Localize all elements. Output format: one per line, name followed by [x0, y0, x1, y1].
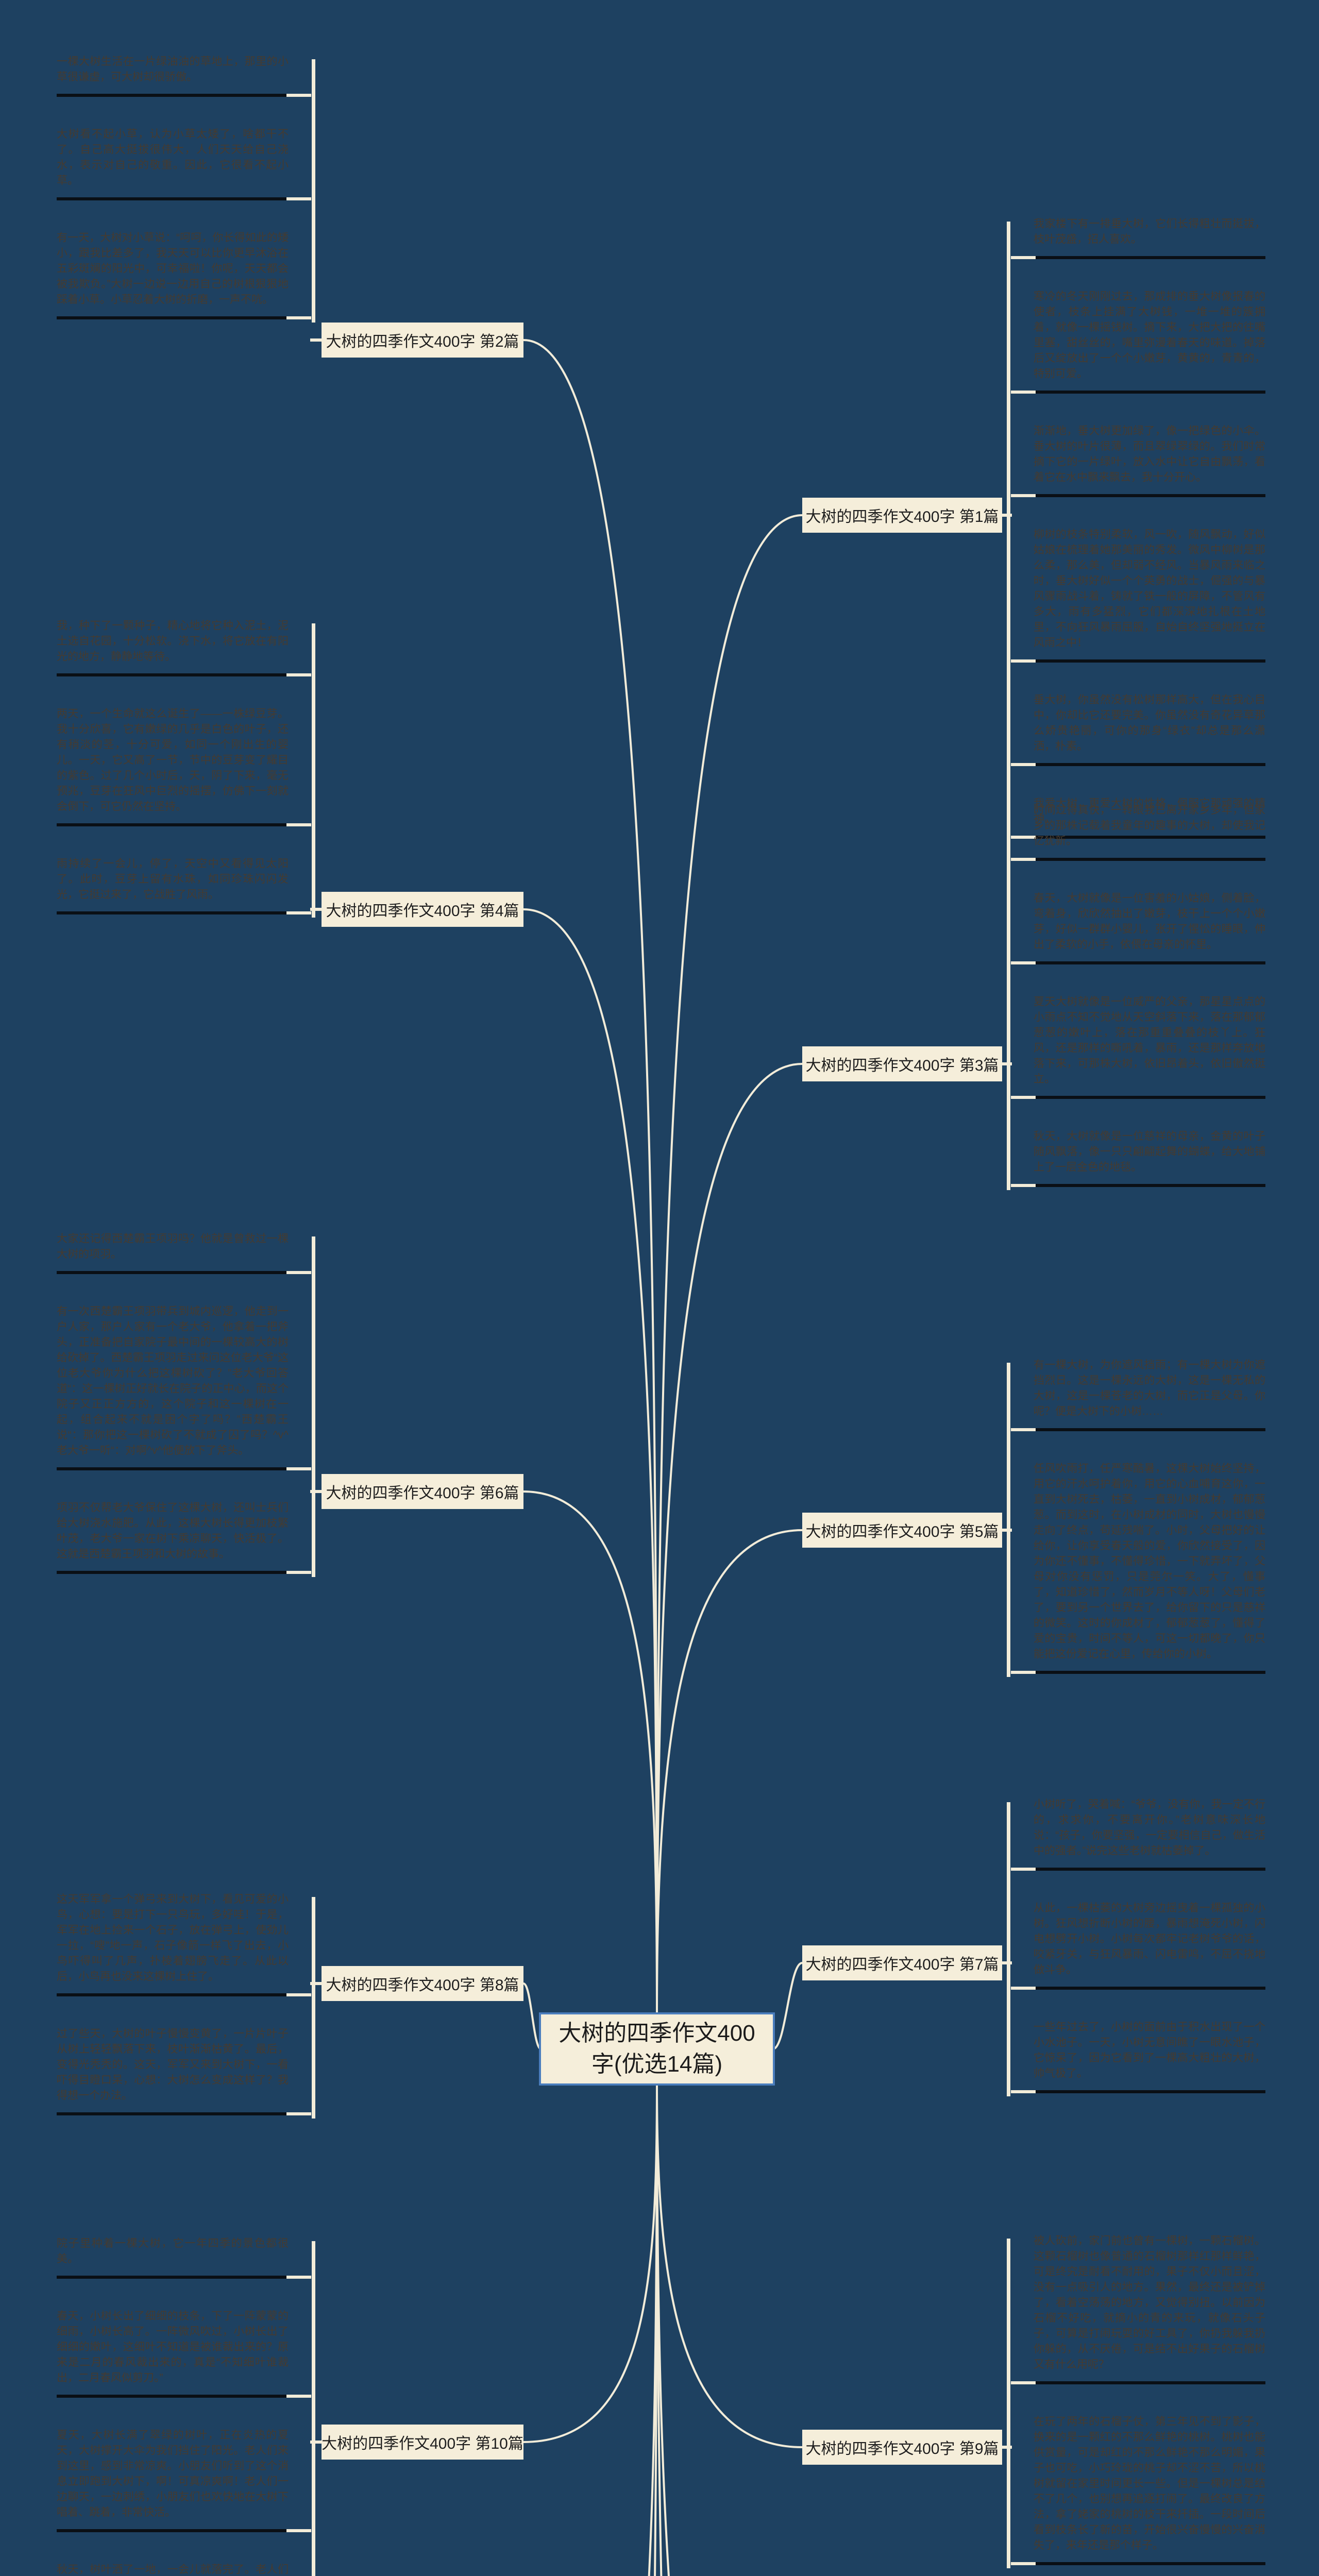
essay-paragraph[interactable]: 春天，大树就像是一位害羞的小姑娘，侧着脸，弯着身，欣欣然抽出了嫩芽，枝干上一个个…	[1011, 891, 1265, 964]
essay-paragraph[interactable]: 我，种下了一颗种子，精心地将它种入泥土，泥土选自花园，十分松软。浇下水，将它放在…	[57, 618, 311, 676]
essay-paragraph[interactable]: 秋天，树叶洒了一地，一会儿就落完了。老人们和小朋友一起把树叶用口袋一片一片地捡了…	[57, 2562, 311, 2576]
essay-paragraph[interactable]: 柳树的枝条特别柔软，风一吹，随风飘动，好似姑娘在梳理着她那美丽的秀发。微风中柳树…	[1011, 527, 1265, 663]
essay-paragraph[interactable]: 过了些天，大树的叶子慢慢变黄了，一片片叶子从树上轻轻飘落下来，枝叶渐渐枯黄了。最…	[57, 2026, 311, 2115]
branch-topic[interactable]: 大树的四季作文400字 第8篇	[310, 1966, 523, 2001]
branch-curve	[522, 339, 658, 2013]
branch-topic[interactable]: 大树的四季作文400字 第9篇	[802, 2430, 1012, 2465]
essay-paragraph[interactable]: 在玩了两年的石榴子仗，第三年见不到了影子，换来的是一颗红的不那么鲜艳的桃树。桃树…	[1011, 2414, 1265, 2565]
branch-block: 大家还记得西楚霸王项羽吗？他就是曾救过一棵大树的项羽。有一次西楚霸王项羽带兵到城…	[57, 1231, 315, 1577]
essay-paragraph[interactable]: 夏天大树就像是一位威严的父亲，那星星点点的小雨点不知不觉地从天空斜落下来，落在那…	[1011, 994, 1265, 1099]
branch-block: 这天军军拿一个弹弓来到大树下，看见可爱的小鸟，心想：要是打下一只鸟玩，多好哇！于…	[57, 1892, 315, 2119]
essay-paragraph[interactable]: 我家楼下有一排垂大树，它们长得粗壮而挺拔，枝叶茂盛，招人喜欢。	[1011, 216, 1265, 259]
essay-paragraph[interactable]: 项羽不仅帮老大爷保住了这棵大树，还叫士兵们给大树浇水施肥。从此，这棵大树长得更加…	[57, 1500, 311, 1574]
branch-block: 我家楼下有一排垂大树，它们长得粗壮而挺拔，枝叶茂盛，招人喜欢。寒冷的冬天刚刚过去…	[1007, 216, 1265, 842]
branch-curve	[656, 1529, 803, 2013]
branch-curve	[522, 1982, 542, 2050]
essay-paragraph[interactable]: 一些年过去了，小树的面前由于积水出现了一个小水池子。一天，小树无意间瞧了一眼水池…	[1011, 2020, 1265, 2093]
branch-curve	[654, 2084, 658, 2576]
essay-paragraph[interactable]: 有一棵大树，为你遮风挡雨；有一棵大树为你遮挡烈日。这是一棵永远的大树，这是一棵无…	[1011, 1358, 1265, 1431]
essay-paragraph[interactable]: 雨持续了一会儿，停了，天空中又看得见太阳了。此时，豆芽上留有水珠，如同珍珠闪闪发…	[57, 856, 311, 914]
branch-block: 小树听了，哭着喊：“爷爷，没有你，我一定不行的，求求你，不要离开你。”老树意味深…	[1007, 1797, 1265, 2096]
essay-paragraph[interactable]: 大树看不起小草，认为小草太矮了，啥都干不了。自己高大挺拔很伟大，人们天天给自己浇…	[57, 127, 311, 200]
essay-paragraph[interactable]: 渐渐地，垂大树更加绿了，像一把绿色的小伞。垂大树的叶片很薄，而且翠绿翠绿的。我们…	[1011, 423, 1265, 497]
essay-paragraph[interactable]: 小树听了，哭着喊：“爷爷，没有你，我一定不行的，求求你，不要离开你。”老树意味深…	[1011, 1797, 1265, 1871]
essay-paragraph[interactable]: 大家还记得西楚霸王项羽吗？他就是曾救过一棵大树的项羽。	[57, 1231, 311, 1274]
branch-topic[interactable]: 大树的四季作文400字 第6篇	[310, 1474, 523, 1509]
branch-curve	[656, 2084, 663, 2576]
essay-paragraph[interactable]: 时间过得真快，一转眼我已离开家乡多年，但家乡的那株记载着我童年的趣事的大树，却使…	[1011, 803, 1265, 861]
branch-topic[interactable]: 大树的四季作文400字 第10篇	[310, 2425, 523, 2460]
essay-paragraph[interactable]: 寒冷的冬天刚刚过去，那成排的垂大树像报春的使者，枝条上挂满了大树钱，一堆一堆的簇…	[1011, 289, 1265, 394]
essay-paragraph[interactable]: 秋天，大树就像是一位慈祥的母亲，金黄的叶子随风飘落，像一只只翩翩起舞的蝴蝶，给大…	[1011, 1129, 1265, 1187]
center-topic[interactable]: 大树的四季作文400字(优选14篇)	[539, 2012, 775, 2086]
essay-paragraph[interactable]: 我爱大树，更爱大树的性格，佩服它那顽强的精神。	[1011, 796, 1265, 839]
branch-block: 一棵大树生活在一片绿油油的草地上，那里的小草很谦虚，可大树却很骄傲。大树看不起小…	[57, 54, 315, 323]
branch-curve	[656, 2084, 803, 2448]
branch-curve	[772, 1962, 803, 2050]
branch-block: 有一棵大树，为你遮风挡雨；有一棵大树为你遮挡烈日。这是一棵永远的大树，这是一棵无…	[1007, 1358, 1265, 1677]
branch-block: 院子里种着一棵大树，它一年四季的景色都很美。春天，小树长出了细细的枝条，下了一阵…	[57, 2236, 315, 2576]
branch-topic[interactable]: 大树的四季作文400字 第1篇	[802, 498, 1012, 533]
branch-block: 时间过得真快，一转眼我已离开家乡多年，但家乡的那株记载着我童年的趣事的大树，却使…	[1007, 803, 1265, 1190]
branch-topic[interactable]: 大树的四季作文400字 第2篇	[310, 323, 523, 358]
branch-topic[interactable]: 大树的四季作文400字 第5篇	[802, 1513, 1012, 1548]
branch-block: 被人砍前，家门前也曾有一棵树，一颗石榴树。这颗石榴树也像普通的石榴树那样红那样鲜…	[1007, 2233, 1265, 2568]
essay-paragraph[interactable]: 任风吹雨打，任严寒酷暑，这棵大树始终坚持，用它的汗水呵护着你，用它的心血哺育这你…	[1011, 1461, 1265, 1674]
essay-paragraph[interactable]: 春天，小树长出了细细的枝条，下了一阵蒙蒙的细雨，小树长高了。一阵微风吹过，小树长…	[57, 2309, 311, 2398]
essay-paragraph[interactable]: 院子里种着一棵大树，它一年四季的景色都很美。	[57, 2236, 311, 2279]
essay-paragraph[interactable]: 一棵大树生活在一片绿油油的草地上，那里的小草很谦虚，可大树却很骄傲。	[57, 54, 311, 97]
branch-curve	[522, 908, 658, 2013]
branch-curve	[522, 1490, 658, 2013]
branch-topic[interactable]: 大树的四季作文400字 第3篇	[802, 1046, 1012, 1081]
essay-paragraph[interactable]: 夏天，大树长满了翠绿的树叶，正在炎热的夏天，大树撑开大伞为我们挡住了阳光。老人们…	[57, 2428, 311, 2532]
essay-paragraph[interactable]: 有一天，大树对小草说：“呵呵，你长得如此的矮小，跟我比差多了，我天天可以比你更早…	[57, 230, 311, 319]
branch-curve	[656, 1063, 803, 2013]
branch-topic[interactable]: 大树的四季作文400字 第4篇	[310, 892, 523, 927]
essay-paragraph[interactable]: 被人砍前，家门前也曾有一棵树，一颗石榴树。这颗石榴树也像普通的石榴树那样红那样鲜…	[1011, 2233, 1265, 2384]
branch-curve	[656, 2084, 670, 2576]
branch-topic[interactable]: 大树的四季作文400字 第7篇	[802, 1945, 1012, 1980]
essay-paragraph[interactable]: 这天军军拿一个弹弓来到大树下，看见可爱的小鸟，心想：要是打下一只鸟玩，多好哇！于…	[57, 1892, 311, 1996]
essay-paragraph[interactable]: 垂大树，你虽然没有松树那样高大，但在我心目中，你却比它还要完美。你虽然没有奇花异…	[1011, 692, 1265, 766]
essay-paragraph[interactable]: 有一次西楚霸王项羽带兵到城内巡逻，他走到一户人家，那户人家有一个老大爷，他拿着一…	[57, 1304, 311, 1470]
essay-paragraph[interactable]: 两天，一个生命就这么诞生了——一株绿豆芽。我十分欣喜，它有嫩绿的几乎是白色的叶子…	[57, 706, 311, 826]
essay-paragraph[interactable]: 从此，一棵枯萎的大树旁边摇曳着一棵孤独的小树。狂风想折断小树的腰，暴雨想淹死小树…	[1011, 1901, 1265, 1990]
branch-curve	[656, 514, 803, 2013]
branch-block: 我，种下了一颗种子，精心地将它种入泥土，泥土选自花园，十分松软。浇下水，将它放在…	[57, 618, 315, 918]
